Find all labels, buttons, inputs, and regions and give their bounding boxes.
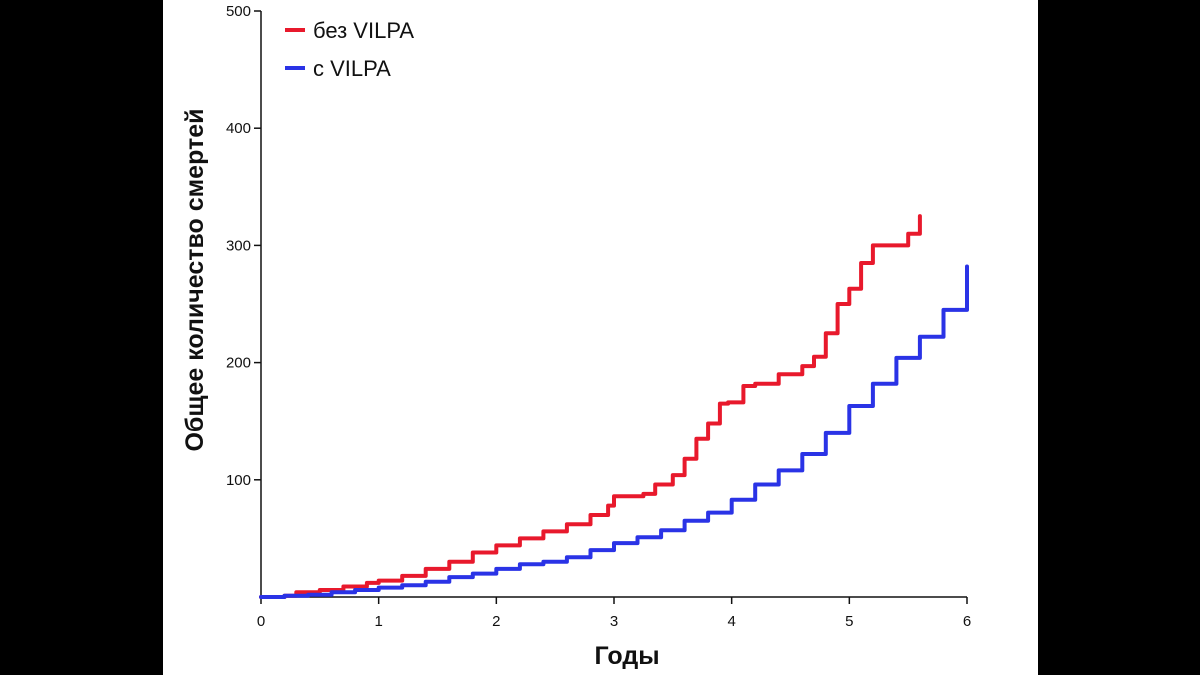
y-tick-label: 100 [226,472,251,489]
line-chart: без VILPA с VILPA 0 1 2 3 4 5 6 100 200 300 400 50… [181,3,971,670]
legend: без VILPA с VILPA [285,18,414,81]
legend-label-s-vilpa: с VILPA [313,56,391,81]
y-ticks: 100 200 300 400 500 [226,3,261,489]
y-tick-label: 400 [226,120,251,137]
axes [260,11,967,598]
x-tick-label: 3 [610,613,618,630]
x-tick-label: 4 [727,613,735,630]
x-axis-label: Годы [594,642,659,670]
y-tick-label: 300 [226,237,251,254]
x-tick-label: 5 [845,613,853,630]
legend-label-bez-vilpa: без VILPA [313,18,414,43]
y-tick-label: 200 [226,355,251,372]
y-axis-label: Общее количество смертей [181,108,209,451]
x-tick-label: 6 [963,613,971,630]
x-tick-label: 1 [374,613,382,630]
x-tick-label: 2 [492,613,500,630]
series-group [259,214,969,599]
y-tick-label: 500 [226,3,251,20]
x-tick-label: 0 [257,613,265,630]
series-line-s-vilpa [259,264,969,599]
series-line-bez-vilpa [259,214,922,599]
x-ticks: 0 1 2 3 4 5 6 [257,597,971,630]
chart-panel: без VILPA с VILPA 0 1 2 3 4 5 6 100 200 300 400 50… [163,0,1038,675]
